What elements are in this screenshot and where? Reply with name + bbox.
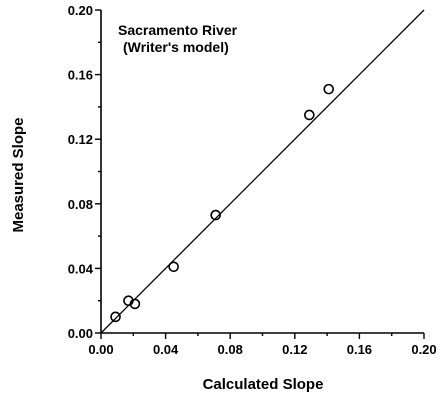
annotation-line-2: (Writer's model) — [123, 39, 229, 55]
data-point — [129, 298, 141, 310]
data-point — [323, 83, 335, 95]
x-axis-title: Calculated Slope — [203, 376, 324, 393]
data-point — [123, 295, 134, 307]
y-tick-label: 0.20 — [68, 3, 93, 18]
x-tick-label: 0.04 — [153, 342, 179, 357]
data-point — [304, 109, 315, 121]
annotation-line-1: Sacramento River — [118, 22, 238, 38]
y-tick-label: 0.04 — [68, 261, 94, 276]
y-tick-label: 0.00 — [68, 326, 93, 341]
y-tick-label: 0.08 — [68, 197, 93, 212]
reference-line — [100, 9, 425, 334]
x-tick-label: 0.20 — [411, 342, 436, 357]
y-tick-label: 0.12 — [68, 132, 93, 147]
data-point — [168, 261, 179, 273]
y-tick-label: 0.16 — [68, 68, 93, 83]
y-ticks: 0.00 0.04 0.08 0.12 0.16 0.20 — [68, 3, 101, 341]
x-tick-label: 0.12 — [282, 342, 307, 357]
y-axis-title: Measured Slope — [10, 117, 27, 232]
x-tick-label: 0.00 — [88, 342, 113, 357]
data-point — [210, 209, 221, 221]
x-tick-label: 0.16 — [347, 342, 372, 357]
x-ticks: 0.00 0.04 0.08 0.12 0.16 0.20 — [88, 333, 437, 357]
data-points — [110, 83, 335, 323]
data-point — [110, 311, 121, 323]
x-tick-label: 0.08 — [218, 342, 243, 357]
